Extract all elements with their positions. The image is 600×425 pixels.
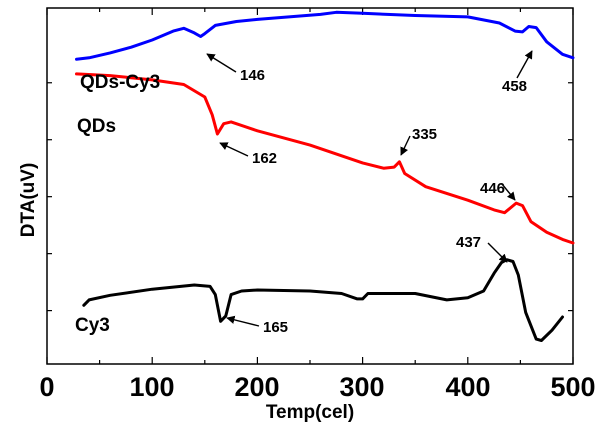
annotation-146: 146 bbox=[240, 67, 265, 84]
annotation-162: 162 bbox=[252, 150, 277, 167]
x-axis-title: Temp(cel) bbox=[266, 402, 354, 423]
y-axis-title: DTA(uV) bbox=[18, 163, 39, 238]
annotation-446: 446 bbox=[480, 180, 505, 197]
series-line-qds bbox=[75, 72, 575, 245]
annotation-335: 335 bbox=[412, 126, 437, 143]
x-tick-label-400: 400 bbox=[445, 372, 490, 402]
arrow-437 bbox=[487, 242, 508, 263]
series-line-cy3 bbox=[82, 258, 564, 342]
ticks-layer bbox=[46, 8, 574, 364]
annotation-437: 437 bbox=[456, 234, 481, 251]
x-tick-label-500: 500 bbox=[550, 372, 595, 402]
series-label-qds-cy3: QDs-Cy3 bbox=[80, 72, 160, 93]
arrow-146 bbox=[206, 53, 237, 73]
annotation-458: 458 bbox=[502, 78, 527, 95]
series-label-cy3: Cy3 bbox=[75, 315, 110, 336]
arrow-165 bbox=[226, 315, 260, 327]
arrow-446 bbox=[501, 183, 516, 201]
arrow-162 bbox=[219, 142, 249, 157]
x-tick-label-100: 100 bbox=[129, 372, 174, 402]
series-line-qds-cy3 bbox=[75, 10, 575, 61]
x-tick-label-0: 0 bbox=[39, 372, 54, 402]
arrow-458 bbox=[516, 50, 533, 79]
series-layer bbox=[75, 10, 575, 342]
annotations-layer bbox=[206, 50, 533, 327]
x-tick-label-300: 300 bbox=[339, 372, 384, 402]
x-tick-label-200: 200 bbox=[234, 372, 279, 402]
annotation-165: 165 bbox=[263, 319, 288, 336]
series-label-qds: QDs bbox=[77, 116, 116, 137]
arrow-335 bbox=[400, 135, 411, 156]
